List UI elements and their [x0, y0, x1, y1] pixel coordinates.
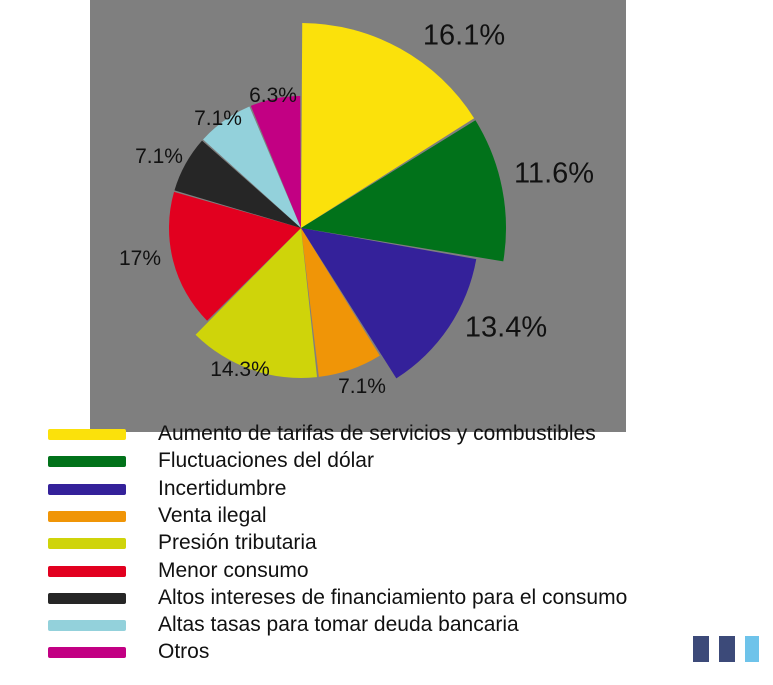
- slice-value-label: 14.3%: [210, 358, 270, 381]
- legend-item: Presión tributaria: [0, 529, 773, 556]
- legend-item: Aumento de tarifas de servicios y combus…: [0, 420, 773, 447]
- slice-value-label: 7.1%: [135, 145, 183, 168]
- pie-slice: [301, 228, 380, 377]
- logo-bar: [693, 636, 709, 662]
- pie-slice: [301, 120, 507, 262]
- slice-value-label: 7.1%: [338, 375, 386, 398]
- legend-item: Menor consumo: [0, 557, 773, 584]
- legend-label: Menor consumo: [158, 558, 309, 582]
- legend-item: Altos intereses de financiamiento para e…: [0, 584, 773, 611]
- pie-slice: [301, 228, 477, 379]
- legend-label: Venta ilegal: [158, 503, 267, 527]
- legend-item: Venta ilegal: [0, 502, 773, 529]
- legend-item: Altas tasas para tomar deuda bancaria: [0, 611, 773, 638]
- slice-value-label: 17%: [118, 247, 162, 270]
- pie-slice: [169, 191, 301, 321]
- legend-swatch: [48, 647, 126, 659]
- slice-value-label: 16.1%: [422, 19, 506, 52]
- legend-label: Altas tasas para tomar deuda bancaria: [158, 613, 519, 637]
- legend-swatch: [48, 538, 126, 550]
- slice-value-label: 11.6%: [513, 157, 595, 190]
- legend-label: Presión tributaria: [158, 531, 317, 555]
- logo-bar: [745, 636, 759, 662]
- slice-value-label: 13.4%: [464, 311, 548, 344]
- pie-slice: [301, 23, 475, 228]
- legend-swatch: [48, 510, 126, 522]
- legend-label: Fluctuaciones del dólar: [158, 449, 374, 473]
- logo-bars-icon: [693, 636, 759, 662]
- logo-bar: [719, 636, 735, 662]
- legend-label: Aumento de tarifas de servicios y combus…: [158, 422, 596, 445]
- legend-swatch: [48, 592, 126, 604]
- legend-swatch: [48, 483, 126, 495]
- legend-swatch: [48, 429, 126, 440]
- legend-swatch: [48, 565, 126, 577]
- pie-slice: [203, 106, 301, 228]
- pie-slice: [250, 96, 301, 228]
- pie-slice: [174, 140, 301, 228]
- legend-swatch: [48, 620, 126, 632]
- legend-swatch: [48, 456, 126, 468]
- legend-item: Otros: [0, 638, 773, 665]
- slice-value-label: 7.1%: [194, 107, 242, 130]
- legend-item: Fluctuaciones del dólar: [0, 447, 773, 474]
- slice-value-label: 6.3%: [249, 84, 297, 107]
- legend-label: Otros: [158, 640, 210, 664]
- legend-item: Incertidumbre: [0, 475, 773, 502]
- pie-chart: [169, 23, 507, 379]
- legend-label: Incertidumbre: [158, 476, 287, 500]
- legend-label: Altos intereses de financiamiento para e…: [158, 585, 628, 609]
- pie-slice: [195, 228, 318, 378]
